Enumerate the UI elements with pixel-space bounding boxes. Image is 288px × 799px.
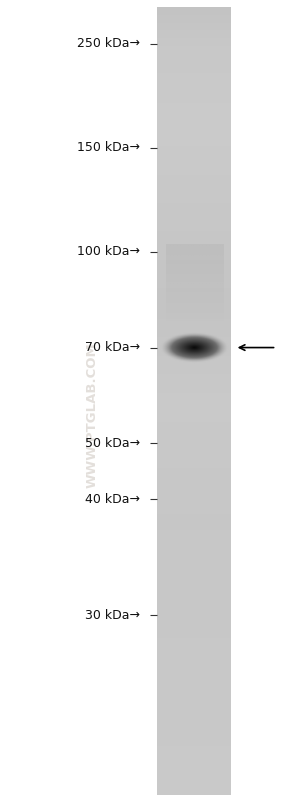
Text: 250 kDa→: 250 kDa→ <box>77 38 140 50</box>
Text: WWW.PTGLAB.COM: WWW.PTGLAB.COM <box>86 343 99 488</box>
Text: 40 kDa→: 40 kDa→ <box>85 493 140 506</box>
Text: 70 kDa→: 70 kDa→ <box>85 341 140 354</box>
Text: 150 kDa→: 150 kDa→ <box>77 141 140 154</box>
Text: 100 kDa→: 100 kDa→ <box>77 245 140 258</box>
Text: 50 kDa→: 50 kDa→ <box>85 437 140 450</box>
Text: 30 kDa→: 30 kDa→ <box>85 609 140 622</box>
